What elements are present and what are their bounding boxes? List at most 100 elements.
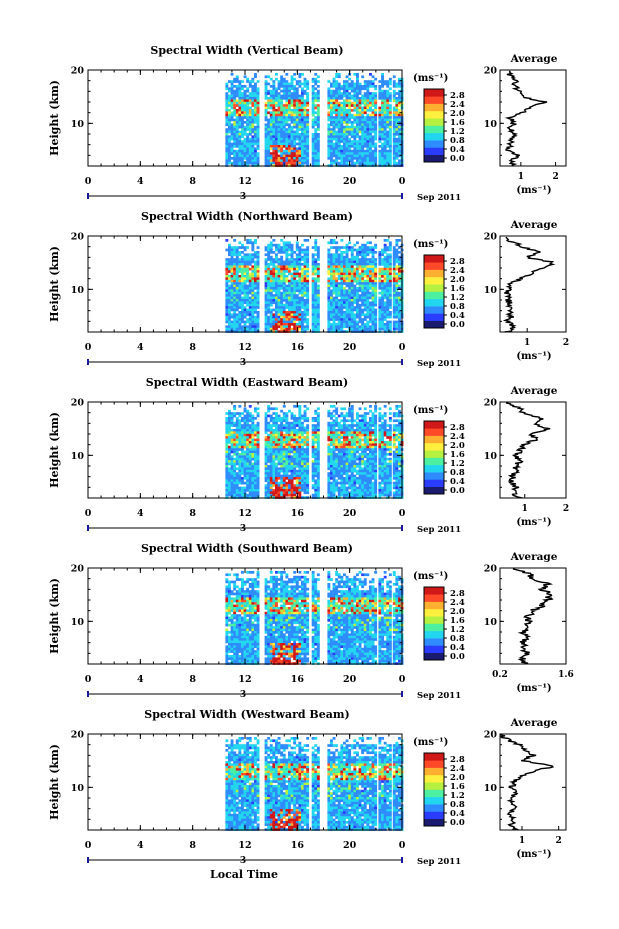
x-tick-label: 0: [85, 342, 92, 353]
date-label: Sep 2011: [417, 193, 461, 203]
average-title: Average: [510, 385, 558, 397]
colorbar-swatch: [424, 450, 444, 458]
average-frame: [499, 401, 567, 499]
colorbar-swatch: [424, 782, 444, 790]
panel-title: Spectral Width (Vertical Beam): [150, 44, 343, 57]
y-tick-label: 10: [71, 285, 85, 296]
x-tick-label: 16: [291, 840, 305, 851]
colorbar-swatch: [424, 608, 444, 617]
colorbar-tick-label: 2.4: [450, 266, 465, 276]
day-label: 3: [240, 358, 246, 368]
colorbar-tick-label: 0.8: [450, 136, 465, 146]
panel-3: Spectral Width (Eastward Beam)2010Height…: [48, 376, 569, 535]
colorbar-tick-label: 2.4: [450, 100, 465, 110]
x-tick-label: 0: [399, 342, 406, 353]
panel-title: Spectral Width (Westward Beam): [144, 708, 349, 721]
x-tick-label: 0: [399, 840, 406, 851]
colorbar-swatch: [424, 89, 444, 97]
average-frame: [499, 235, 567, 333]
colorbar-swatch: [424, 760, 444, 768]
panel-5: Spectral Width (Westward Beam)2010Height…: [48, 708, 567, 867]
x-tick-label: 12: [238, 176, 251, 187]
colorbar-tick-label: 2.4: [450, 598, 465, 608]
x-tick-label: 0: [85, 508, 92, 519]
colorbar-swatch: [424, 255, 444, 263]
heatmap: [225, 239, 404, 333]
colorbar-tick-label: 0.4: [450, 311, 465, 321]
panel-1: Spectral Width (Vertical Beam)2010Height…: [48, 44, 567, 203]
colorbar-swatch: [424, 147, 444, 155]
colorbar-tick-label: 0.8: [450, 468, 465, 478]
average-frame: [499, 567, 567, 665]
date-label: Sep 2011: [417, 359, 461, 369]
colorbar-swatch: [424, 428, 444, 436]
average-x-tick-label: 2: [563, 504, 569, 514]
y-axis-label: Height (km): [48, 246, 61, 322]
average-profile-line: [499, 734, 555, 831]
y-axis-label: Height (km): [48, 744, 61, 820]
x-tick-label: 20: [343, 342, 357, 353]
panel-title: Spectral Width (Eastward Beam): [146, 376, 348, 389]
y-tick-label: 10: [71, 617, 85, 628]
colorbar-swatch: [424, 262, 444, 270]
average-y-tick-label: 10: [484, 783, 498, 794]
colorbar-swatch: [424, 652, 444, 661]
heatmap: [225, 73, 404, 167]
colorbar-swatch: [424, 464, 444, 473]
colorbar-unit: (ms⁻¹): [413, 405, 448, 416]
colorbar-tick-label: 0.0: [450, 818, 465, 828]
colorbar-swatch: [424, 601, 444, 610]
average-x-tick-label: 1: [519, 836, 525, 846]
day-label: 3: [240, 856, 246, 866]
colorbar-tick-label: 1.2: [450, 293, 465, 303]
x-tick-label: 0: [85, 674, 92, 685]
heatmap: [225, 571, 404, 665]
x-tick-label: 0: [85, 176, 92, 187]
average-title: Average: [510, 717, 558, 729]
average-x-tick-label: 1: [524, 338, 530, 348]
average-x-tick-label: 0.2: [492, 670, 508, 680]
average-y-tick-label: 20: [484, 564, 498, 575]
average-y-tick-label: 20: [484, 66, 498, 77]
x-tick-label: 12: [238, 508, 251, 519]
y-axis-label: Height (km): [48, 578, 61, 654]
colorbar-swatch: [424, 479, 444, 487]
colorbar-swatch: [424, 110, 444, 119]
colorbar-swatch: [424, 789, 444, 798]
colorbar-swatch: [424, 306, 444, 314]
colorbar-swatch: [424, 616, 444, 624]
x-tick-label: 8: [189, 508, 196, 519]
x-tick-label: 12: [238, 674, 251, 685]
x-tick-label: 8: [189, 840, 196, 851]
colorbar-tick-label: 0.8: [450, 302, 465, 312]
colorbar-swatch: [424, 269, 444, 278]
colorbar-tick-label: 0.0: [450, 486, 465, 496]
colorbar-swatch: [424, 457, 444, 466]
x-tick-label: 20: [343, 176, 357, 187]
y-tick-label: 20: [71, 66, 85, 77]
colorbar-tick-label: 2.8: [450, 257, 465, 267]
panel-2: Spectral Width (Northward Beam)2010Heigh…: [48, 210, 569, 369]
average-frame: [499, 733, 567, 831]
average-x-label: (ms⁻¹): [516, 849, 551, 860]
heatmap: [225, 737, 404, 831]
average-profile-line: [505, 402, 551, 499]
colorbar-tick-label: 2.8: [450, 91, 465, 101]
average-x-label: (ms⁻¹): [516, 351, 551, 362]
colorbar-tick-label: 2.4: [450, 764, 465, 774]
average-y-tick-label: 10: [484, 451, 498, 462]
x-tick-label: 0: [399, 508, 406, 519]
colorbar-swatch: [424, 421, 444, 429]
colorbar-tick-label: 1.2: [450, 127, 465, 137]
average-x-label: (ms⁻¹): [516, 517, 551, 528]
colorbar-tick-label: 0.8: [450, 800, 465, 810]
panel-4: Spectral Width (Southward Beam) 20 10 Heigh…: [48, 542, 574, 701]
colorbar-frame: [423, 420, 445, 495]
average-y-tick-label: 10: [484, 285, 498, 296]
x-tick-label: 0: [85, 840, 92, 851]
colorbar-tick-label: 2.4: [450, 432, 465, 442]
x-tick-label: 0: [399, 176, 406, 187]
colorbar-swatch: [424, 313, 444, 321]
date-label: Sep 2011: [417, 691, 461, 701]
x-tick-label: 16: [291, 508, 305, 519]
